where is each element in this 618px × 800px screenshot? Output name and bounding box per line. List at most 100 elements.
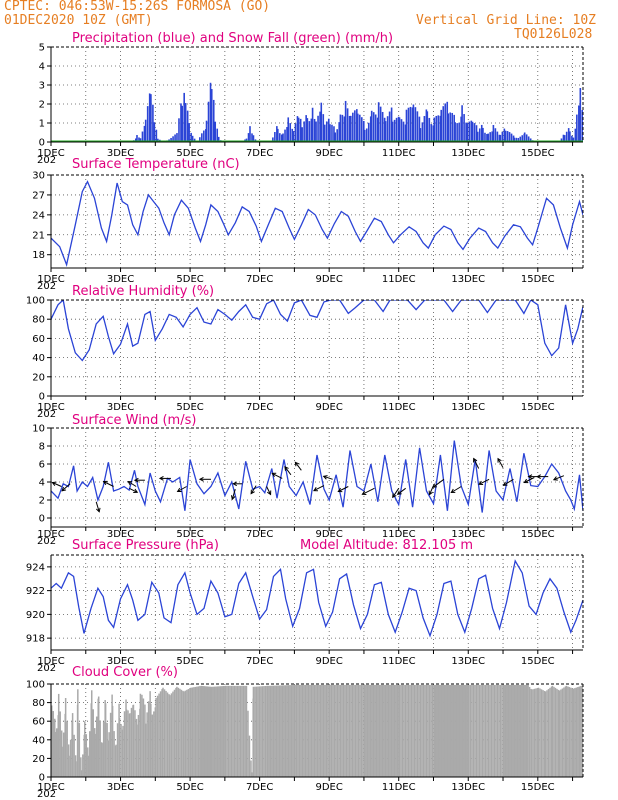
cloud-bar [297,684,299,777]
x-tick-label: 13DEC [451,529,485,540]
precip-bar [329,124,331,142]
cloud-bar [513,684,516,777]
wind-arrow-head [497,457,502,463]
x-tick-label: 15DEC [521,402,555,413]
precip-bar [251,133,253,142]
cloud-bar [446,684,449,777]
cloud-bar [483,684,485,777]
cloud-bar [307,684,310,777]
precip-bar [205,120,208,142]
x-tick-label: 3DEC [107,529,134,540]
cloud-bar [196,686,198,777]
cloud-bar [516,684,519,777]
cloud-bar [393,684,396,777]
precip-bar [317,115,319,142]
cloud-bar [398,684,401,777]
cloud-bar [156,695,159,777]
cloud-bar [51,705,53,777]
precip-bar [152,104,154,142]
precip-bar [460,116,462,142]
precip-bar [529,138,532,142]
precip-bar [402,121,405,142]
cloud-bar [281,685,284,777]
wind-arrow [362,487,375,495]
cloud-bar [390,684,393,777]
precip-bar [193,138,196,142]
cloud-bar [375,684,378,777]
precip-bar [521,135,524,142]
cloud-bar [68,755,70,777]
cloud-bar [486,684,488,777]
x-tick-label: 11DEC [382,148,416,159]
cloud-bar [205,686,207,777]
cloud-bar [190,687,192,777]
precip-bar [440,109,443,142]
precip-bar [199,137,201,142]
y-tick-label: 21 [32,230,45,241]
cloud-bar [581,685,583,777]
precip-bar [449,112,451,142]
precip-bar [216,128,219,142]
cloud-bar [269,685,272,777]
wind-arrow [397,487,406,495]
cloud-bar [387,684,390,777]
x-axis-year-fragment: 202 [37,663,56,674]
cloud-bar [295,684,298,777]
cloud-bar [519,684,522,777]
cloud-bar [342,684,345,777]
cloud-bar [166,692,169,777]
y-tick-label: 0 [39,514,45,525]
y-tick-label: 6 [39,460,45,471]
precip-bar [442,106,445,142]
cloud-bar [132,704,135,777]
precip-bar [484,132,486,142]
cloud-bar [356,684,358,777]
precip-bar [348,115,351,142]
x-tick-label: 11DEC [382,782,416,793]
wind-arrow-head [127,480,133,486]
wind-arrow-head [337,487,343,493]
precip-bar [306,118,309,142]
cloud-bar [439,684,441,777]
cloud-bar [224,685,227,777]
precip-bar [322,114,325,142]
panel-title: Precipitation (blue) and Snow Fall (gree… [72,31,393,46]
cloud-bar [75,761,77,777]
cloud-bar [150,703,152,777]
cloud-bar [142,698,145,777]
cloud-bar [118,718,121,777]
cloud-bar [301,684,304,777]
precip-bar [277,128,279,142]
x-tick-label: 1DEC [37,148,64,159]
precip-bar [176,133,178,142]
precip-bar [296,116,299,142]
precip-bar [519,136,522,142]
wind-arrow-head [502,481,508,486]
cloud-bar [434,684,437,777]
cloud-bar [557,689,560,777]
cloud-bar [286,685,288,777]
cloud-bar [197,686,200,777]
cloud-bar [78,722,81,777]
precip-bar [178,118,180,142]
wind-arrow [478,478,490,485]
cloud-bar [339,684,342,777]
precip-bar [358,114,361,142]
precip-bar [571,135,573,142]
cloud-bar [215,686,217,777]
cloud-bar [200,685,203,777]
x-tick-label: 11DEC [382,656,416,667]
cloud-bar [172,691,174,777]
cloud-bar [111,705,114,777]
cloud-bar [324,684,326,777]
cloud-bar [464,684,467,777]
panel-title: Surface Wind (m/s) [72,413,196,428]
cloud-bar [570,687,572,777]
wind-arrow-head [473,457,478,463]
cloud-bar [316,684,319,777]
cloud-bar [183,691,185,777]
cloud-bar [510,684,513,777]
chart-panel-2: 18 21 24 27 30 1DEC 3DEC 5DEC 7DEC 9DEC 11DEC 13DEC… [32,157,584,292]
chart-panel-6: 0 20 40 60 80 100 1DEC 3DEC 5DEC 7DEC 9DEC 11DEC 13D… [26,665,584,800]
cloud-bar [298,684,301,777]
